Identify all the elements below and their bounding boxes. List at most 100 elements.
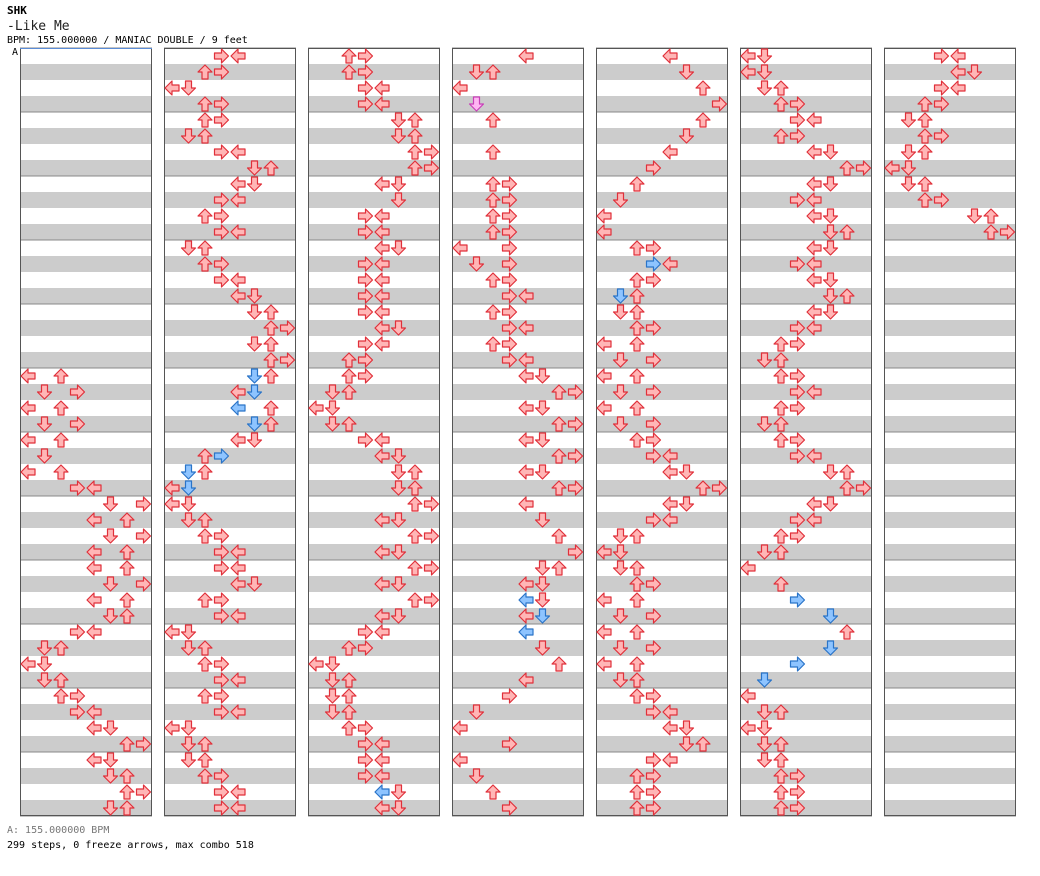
beat-row: [164, 768, 296, 784]
beat-row: [596, 464, 728, 480]
beat-row: [164, 800, 296, 816]
left-arrow-icon: [806, 272, 822, 288]
down-arrow-icon: [612, 560, 629, 576]
up-arrow-icon: [119, 608, 135, 624]
left-arrow-icon: [452, 240, 468, 256]
up-arrow-icon: [917, 128, 933, 144]
beat-row: [884, 800, 1016, 816]
right-arrow-icon: [501, 288, 518, 304]
up-arrow-icon: [629, 272, 645, 288]
beat-row: [452, 208, 584, 224]
beat-row: [740, 544, 872, 560]
down-arrow-icon: [102, 768, 119, 784]
beat-row: [308, 480, 440, 496]
up-arrow-icon: [551, 528, 567, 544]
right-arrow-icon: [645, 640, 662, 656]
left-arrow-icon: [374, 608, 390, 624]
right-arrow-icon: [213, 48, 230, 64]
beat-row: [452, 176, 584, 192]
left-arrow-icon: [662, 464, 678, 480]
down-arrow-icon: [324, 416, 341, 432]
beat-row: [884, 544, 1016, 560]
chart-column: [452, 47, 584, 817]
right-arrow-icon: [501, 272, 518, 288]
beat-row: [740, 640, 872, 656]
down-arrow-icon: [180, 512, 197, 528]
right-arrow-icon: [501, 256, 518, 272]
up-arrow-icon: [629, 576, 645, 592]
beat-row: [164, 464, 296, 480]
left-arrow-icon: [596, 624, 612, 640]
down-arrow-icon: [534, 576, 551, 592]
beat-row: [884, 736, 1016, 752]
beat-row: [452, 48, 584, 64]
right-arrow-icon: [645, 704, 662, 720]
right-arrow-icon: [645, 352, 662, 368]
beat-row: [740, 368, 872, 384]
beat-row: [884, 752, 1016, 768]
left-arrow-icon: [86, 512, 102, 528]
beat-row: [308, 368, 440, 384]
beat-row: [164, 160, 296, 176]
up-arrow-icon: [695, 736, 711, 752]
beat-row: [740, 224, 872, 240]
left-arrow-icon: [518, 400, 534, 416]
up-arrow-icon: [629, 176, 645, 192]
beat-row: [452, 240, 584, 256]
beat-row: [596, 624, 728, 640]
up-arrow-icon: [263, 416, 279, 432]
right-arrow-icon: [69, 384, 86, 400]
beat-row: [884, 768, 1016, 784]
beat-row: [596, 192, 728, 208]
right-arrow-icon: [645, 752, 662, 768]
right-arrow-icon: [645, 784, 662, 800]
beat-row: [740, 400, 872, 416]
beat-row: [884, 192, 1016, 208]
left-arrow-icon: [806, 256, 822, 272]
up-arrow-icon: [839, 160, 855, 176]
beat-row: [596, 640, 728, 656]
right-arrow-icon: [789, 128, 806, 144]
beat-row: [740, 512, 872, 528]
beat-row: [884, 672, 1016, 688]
down-arrow-icon: [180, 752, 197, 768]
beat-row: [740, 608, 872, 624]
down-arrow-icon: [678, 496, 695, 512]
left-arrow-icon: [86, 480, 102, 496]
right-arrow-icon: [213, 112, 230, 128]
beat-row: [308, 448, 440, 464]
down-arrow-icon: [822, 240, 839, 256]
up-arrow-icon: [773, 432, 789, 448]
beat-row: [884, 96, 1016, 112]
beat-row: [740, 464, 872, 480]
beat-row: [308, 176, 440, 192]
beat-row: [164, 688, 296, 704]
beat-row: [452, 768, 584, 784]
right-arrow-icon: [357, 224, 374, 240]
beat-row: [452, 160, 584, 176]
beat-row: [452, 128, 584, 144]
beat-row: [740, 672, 872, 688]
left-arrow-icon: [596, 400, 612, 416]
right-arrow-icon: [501, 208, 518, 224]
right-arrow-icon: [357, 368, 374, 384]
right-arrow-icon: [789, 448, 806, 464]
beat-row: [20, 336, 152, 352]
down-arrow-icon: [246, 176, 263, 192]
beat-row: [452, 320, 584, 336]
beat-row: [452, 64, 584, 80]
beat-row: [884, 576, 1016, 592]
left-arrow-icon: [596, 592, 612, 608]
down-arrow-icon: [534, 640, 551, 656]
beat-row: [740, 96, 872, 112]
up-arrow-icon: [629, 320, 645, 336]
up-arrow-icon: [983, 224, 999, 240]
up-arrow-icon: [197, 640, 213, 656]
left-arrow-icon: [806, 208, 822, 224]
left-arrow-icon: [662, 144, 678, 160]
beat-row: [740, 272, 872, 288]
down-arrow-icon: [390, 192, 407, 208]
beat-row: [596, 416, 728, 432]
beat-row: [884, 592, 1016, 608]
beat-row: [20, 224, 152, 240]
